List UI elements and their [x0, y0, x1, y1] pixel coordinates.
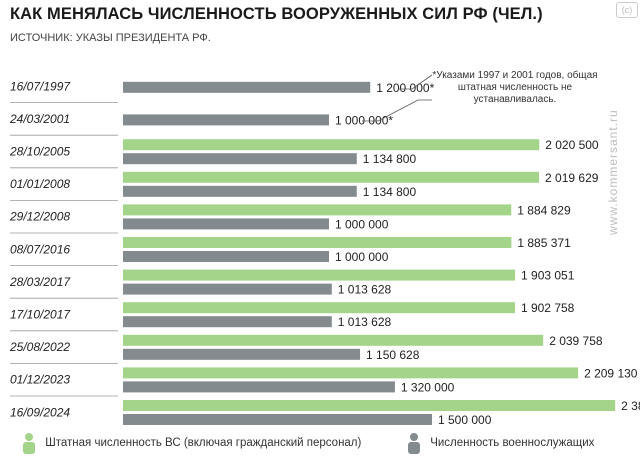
date-label: 25/08/2022	[9, 340, 70, 354]
gray-bar	[123, 114, 329, 126]
gray-value-label: 1 150 628	[366, 348, 420, 362]
green-value-label: 1 902 758	[521, 301, 575, 315]
gray-value-label: 1 013 628	[338, 315, 392, 329]
legend-label-gray: Численность военнослужащих	[430, 437, 595, 450]
footnote-leader-line	[398, 74, 433, 90]
logo-icon: (c)	[616, 2, 638, 18]
footnote-leader-line	[362, 99, 432, 122]
green-value-label: 2 209 130	[584, 366, 638, 380]
green-bar	[123, 400, 616, 411]
gray-value-label: 1 134 800	[363, 185, 417, 199]
gray-bar	[123, 218, 329, 230]
green-value-label: 2 039 758	[549, 334, 603, 348]
person-icon	[408, 433, 420, 454]
green-value-label: 1 884 829	[517, 203, 571, 217]
green-value-label: 1 885 371	[517, 236, 571, 250]
gray-bar	[123, 381, 395, 393]
gray-value-label: 1 500 000	[438, 413, 492, 427]
gray-value-label: 1 320 000	[401, 380, 455, 394]
gray-bar	[123, 414, 432, 425]
gray-value-label: 1 000 000	[335, 250, 389, 264]
date-label: 29/12/2008	[9, 210, 70, 224]
green-bar	[123, 204, 512, 216]
legend-label-green: Штатная численность ВС (включая гражданс…	[45, 437, 362, 450]
date-label: 16/07/1997	[10, 79, 71, 93]
green-value-label: 1 903 051	[521, 269, 575, 283]
footnote: *Указами 1997 и 2001 годов, общая штатна…	[432, 70, 598, 105]
green-bar	[123, 237, 512, 248]
green-value-label: 2 389 130	[621, 399, 640, 413]
green-bar	[123, 171, 540, 183]
green-value-label: 2 020 500	[545, 138, 599, 152]
green-bar	[123, 334, 544, 346]
gray-bar	[123, 251, 329, 262]
legend-item-green: Штатная численность ВС (включая гражданс…	[20, 432, 361, 454]
gray-value-label: 1 000 000*	[335, 113, 393, 127]
gray-value-label: 1 134 800	[363, 152, 417, 166]
date-label: 16/09/2024	[10, 405, 70, 419]
green-value-label: 2 019 629	[545, 171, 599, 185]
date-label: 08/07/2016	[10, 242, 70, 256]
gray-value-label: 1 013 628	[338, 283, 392, 297]
gray-value-label: 1 200 000*	[376, 81, 434, 95]
gray-bar	[123, 348, 361, 360]
green-bar	[123, 367, 579, 379]
gray-bar	[123, 316, 332, 328]
gray-bar	[123, 153, 357, 165]
gray-value-label: 1 000 000	[335, 217, 389, 231]
person-icon	[23, 433, 35, 454]
green-bar	[123, 139, 540, 151]
green-bar	[123, 269, 516, 281]
gray-bar	[123, 185, 357, 197]
gray-bar	[123, 283, 332, 295]
date-label: 01/01/2008	[10, 177, 70, 191]
legend-item-gray: Численность военнослужащих	[405, 432, 594, 454]
chart-subtitle: ИСТОЧНИК: УКАЗЫ ПРЕЗИДЕНТА РФ.	[10, 32, 211, 44]
date-label: 17/10/2017	[10, 308, 71, 322]
chart-title: КАК МЕНЯЛАСЬ ЧИСЛЕННОСТЬ ВООРУЖЕННЫХ СИЛ…	[10, 5, 543, 23]
date-label: 28/03/2017	[9, 275, 71, 289]
gray-bar	[123, 81, 371, 93]
date-label: 28/10/2005	[9, 145, 70, 159]
date-label: 24/03/2001	[9, 112, 70, 126]
green-bar	[123, 302, 515, 314]
date-label: 01/12/2023	[10, 373, 70, 387]
